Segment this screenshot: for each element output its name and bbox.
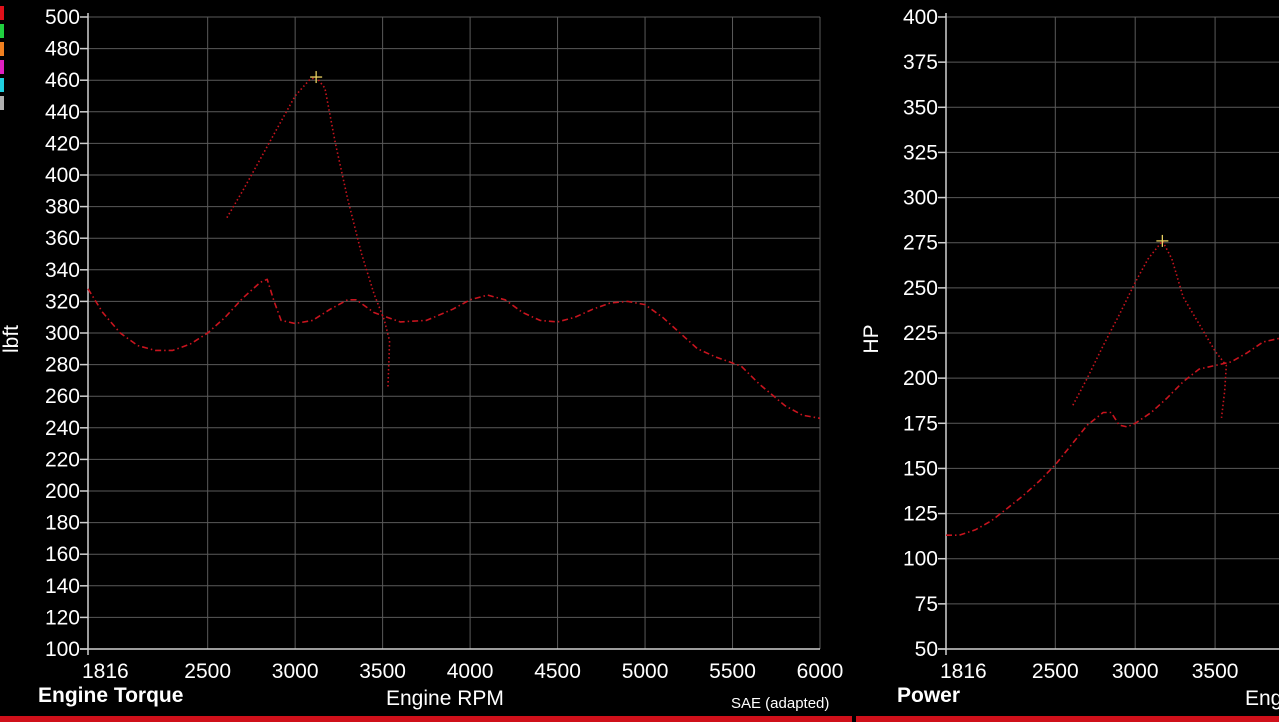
power-series-dotted-line <box>1072 240 1228 418</box>
power-peak-marker <box>1156 234 1169 247</box>
swatch-green <box>0 24 4 38</box>
power-y-tick-label: 225 <box>903 322 938 345</box>
torque-x-tick-label: 2500 <box>184 660 231 683</box>
power-y-tick-label: 75 <box>915 593 938 616</box>
power-y-tick-label: 125 <box>903 503 938 526</box>
swatch-red <box>0 6 4 20</box>
torque-x-tick-label: 6000 <box>797 660 844 683</box>
power-x-tick-label: 2500 <box>1032 660 1079 683</box>
torque-x-tick-label: 1816 <box>82 660 129 683</box>
bottom-bar-gap <box>852 716 856 722</box>
power-y-tick-label: 275 <box>903 232 938 255</box>
torque-grid <box>87 16 821 650</box>
torque-x-tick-label: 5500 <box>709 660 756 683</box>
torque-series-dashdot-line <box>87 278 821 420</box>
torque-y-tick-label: 340 <box>45 259 80 282</box>
power-y-tick-label: 150 <box>903 457 938 480</box>
torque-y-tick-label: 220 <box>45 448 80 471</box>
torque-series-dotted-line <box>226 76 391 389</box>
power-x-tick-label: 1816 <box>940 660 987 683</box>
power-y-axis-label: HP <box>860 324 883 353</box>
torque-y-tick-label: 100 <box>45 638 80 661</box>
torque-x-tick-label: 4500 <box>534 660 581 683</box>
power-y-tick-label: 350 <box>903 96 938 119</box>
torque-y-tick-label: 420 <box>45 132 80 155</box>
power-y-tick-label: 100 <box>903 548 938 571</box>
torque-y-tick-label: 380 <box>45 196 80 219</box>
engine-torque-chart: 100 120 140 160 180 200 220 240 260 280 300 320 340 3… <box>0 6 843 683</box>
swatch-cyan <box>0 78 4 92</box>
torque-y-axis-label: lbft <box>0 325 23 353</box>
torque-y-tick-label: 460 <box>45 69 80 92</box>
torque-y-tick-label: 300 <box>45 322 80 345</box>
torque-y-tick-label: 240 <box>45 417 80 440</box>
power-y-tick-label: 375 <box>903 51 938 74</box>
power-y-tick-label: 200 <box>903 367 938 390</box>
power-series-dashdot-line <box>946 337 1279 536</box>
power-y-tick-label: 175 <box>903 412 938 435</box>
power-chart-title: Power <box>897 684 961 707</box>
torque-y-tick-label: 200 <box>45 480 80 503</box>
torque-x-tick-label: 5000 <box>622 660 669 683</box>
bottom-accent-bar <box>0 716 1279 722</box>
power-x-axis-label: Engine RPM <box>1245 687 1279 710</box>
power-y-tick-label: 325 <box>903 141 938 164</box>
power-y-tick-label: 250 <box>903 277 938 300</box>
torque-y-tick-label: 400 <box>45 164 80 187</box>
series-color-swatches <box>0 6 4 114</box>
swatch-magenta <box>0 60 4 74</box>
torque-y-tick-label: 180 <box>45 512 80 535</box>
power-y-tick-label: 300 <box>903 187 938 210</box>
power-chart: 50 75 100 125 150 175 200 225 250 275 300 325 350 375… <box>860 6 1279 683</box>
torque-x-tick-label: 3500 <box>359 660 406 683</box>
sae-note: SAE (adapted) <box>731 695 830 712</box>
torque-y-tick-label: 360 <box>45 227 80 250</box>
power-x-tick-label: 3500 <box>1192 660 1239 683</box>
torque-y-tick-label: 160 <box>45 543 80 566</box>
power-x-tick-label: 3000 <box>1112 660 1159 683</box>
torque-y-tick-label: 320 <box>45 290 80 313</box>
power-grid <box>945 16 1279 650</box>
torque-x-tick-label: 4000 <box>447 660 494 683</box>
torque-peak-marker <box>310 71 323 84</box>
torque-y-tick-label: 260 <box>45 385 80 408</box>
torque-y-tick-label: 440 <box>45 101 80 124</box>
swatch-gray <box>0 96 4 110</box>
power-y-tick-label: 50 <box>915 638 938 661</box>
torque-x-axis-label: Engine RPM <box>386 687 504 710</box>
torque-y-tick-label: 480 <box>45 38 80 61</box>
torque-y-tick-label: 280 <box>45 354 80 377</box>
power-y-tick-label: 400 <box>903 6 938 29</box>
swatch-orange <box>0 42 4 56</box>
torque-y-tick-label: 500 <box>45 6 80 29</box>
torque-y-tick-label: 120 <box>45 606 80 629</box>
torque-chart-title: Engine Torque <box>38 684 184 707</box>
torque-x-tick-label: 3000 <box>272 660 319 683</box>
torque-y-tick-label: 140 <box>45 575 80 598</box>
